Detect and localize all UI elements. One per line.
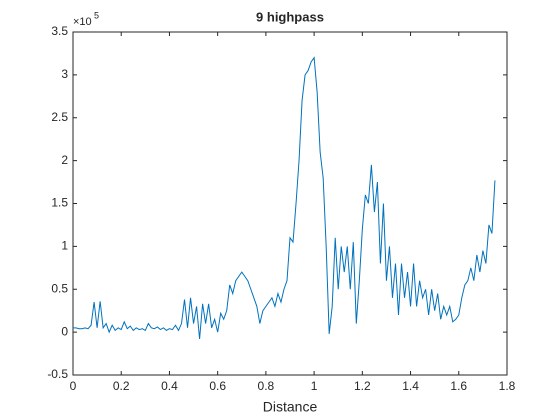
x-tick-label: 1	[311, 379, 318, 393]
x-tick-label: 1.6	[450, 379, 467, 393]
x-axis-label: Distance	[263, 399, 318, 415]
y-tick-label: 3	[61, 67, 68, 81]
y-tick-label: 0.5	[51, 281, 68, 295]
x-tick-label: 0.4	[161, 379, 178, 393]
x-tick-label: 0	[70, 379, 77, 393]
plot-box	[72, 31, 508, 376]
y-multiplier: ×10	[73, 16, 92, 28]
chart-title: 9 highpass	[256, 9, 324, 24]
x-tick-label: 1.4	[402, 379, 419, 393]
y-multiplier-exponent: 5	[94, 10, 99, 20]
y-tick-label: 2	[61, 153, 68, 167]
y-tick-label: 0	[61, 324, 68, 338]
x-tick-label: 1.8	[499, 379, 516, 393]
y-tick-label: 2.5	[51, 110, 68, 124]
x-tick-label: 0.8	[258, 379, 275, 393]
y-tick-label: -0.5	[47, 367, 68, 381]
y-tick-label: 1	[61, 239, 68, 253]
x-tick-label: 1.2	[354, 379, 371, 393]
y-tick-label: 3.5	[51, 24, 68, 38]
y-tick-label: 1.5	[51, 196, 68, 210]
x-tick-label: 0.6	[209, 379, 226, 393]
x-tick-label: 0.2	[113, 379, 130, 393]
data-line	[73, 56, 496, 340]
